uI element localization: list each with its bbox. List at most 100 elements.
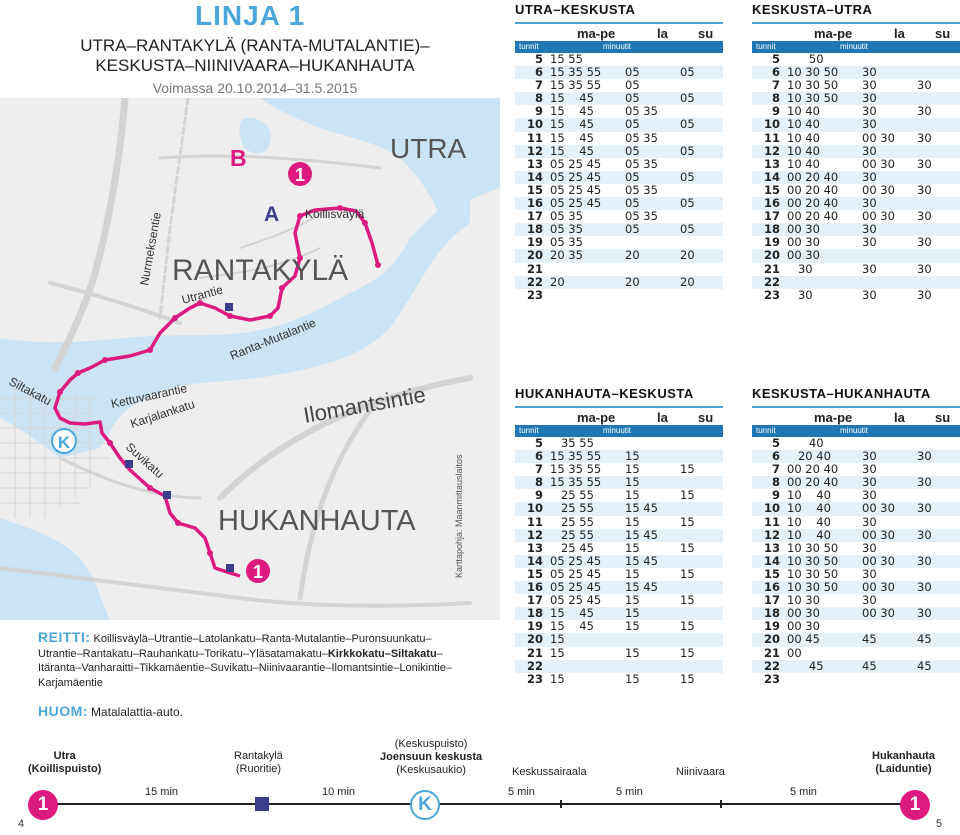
hours-label: tunnit	[519, 426, 539, 435]
saturday-minutes: 05 35	[625, 156, 658, 171]
weekday-minutes: 20 40	[787, 449, 831, 464]
table-row: 9 15 45 05 35	[515, 105, 723, 118]
page-number-left: 4	[18, 818, 25, 830]
hour-cell: 13	[763, 540, 780, 555]
weekday-minutes: 15 55	[550, 52, 583, 66]
table-row: 22	[752, 275, 960, 289]
hour-cell: 12	[526, 143, 543, 158]
hours-label: tunnit	[756, 42, 776, 51]
hour-cell: 16	[763, 580, 780, 595]
marker-1-top-label: 1	[295, 165, 305, 185]
saturday-minutes: 05	[625, 78, 640, 93]
weekday-minutes: 20 35	[550, 248, 583, 263]
saturday-minutes: 15 45	[625, 501, 658, 516]
table-row: 16 05 25 45 05 05	[515, 196, 723, 211]
hour-cell: 23	[526, 287, 543, 302]
sunday-minutes: 30	[917, 606, 932, 621]
weekday-minutes: 10 40	[787, 514, 831, 529]
sunday-minutes: 30	[917, 209, 932, 224]
river-water	[0, 193, 470, 458]
table-row: 20 20 35 20 20	[515, 248, 723, 263]
weekday-minutes: 45	[787, 658, 824, 673]
saturday-minutes: 15	[625, 514, 640, 529]
header: LINJA 1 UTRA–RANTAKYLÄ (RANTA-MUTALANTIE…	[0, 0, 500, 100]
sunday-minutes: 30	[917, 475, 932, 490]
weekday-minutes: 00 20 40	[787, 196, 839, 211]
table-row: 15 05 25 45 15 15	[515, 567, 723, 581]
table-row: 17 10 30 30	[752, 594, 960, 607]
sunday-minutes: 30	[917, 130, 932, 145]
sunday-minutes: 15	[680, 540, 695, 555]
timetable-utra-keskusta: UTRA–KESKUSTA ma-pe la su tunnit minuutit 5 15 …	[515, 2, 723, 302]
area-rantakyla: RANTAKYLÄ	[172, 254, 348, 287]
table-row: 18 00 30 00 30 30	[752, 606, 960, 621]
hour-cell: 11	[763, 130, 780, 145]
weekday-minutes: 10 40	[787, 501, 831, 516]
table-row: 5 15 55	[515, 52, 723, 66]
strip-stop-rantakyla-sub: (Ruoritie)	[235, 763, 282, 775]
map-credit: Karttapohja: Maanmittauslaitos	[454, 454, 464, 578]
weekday-minutes: 50	[787, 52, 824, 66]
day-weekday: ma-pe	[814, 26, 853, 41]
street-koillisvayla: Koillisväylä	[305, 207, 365, 221]
strip-time-1: 15 min	[145, 786, 179, 798]
weekday-minutes: 00	[787, 645, 802, 660]
strip-time-3: 5 min	[508, 786, 535, 798]
table-row: 20 00 45 45 45	[752, 633, 960, 647]
saturday-minutes: 15	[625, 671, 640, 686]
hour-cell: 7	[771, 78, 780, 93]
table-row: 14 05 25 45 15 45	[515, 554, 723, 568]
hour-cell: 15	[763, 566, 780, 581]
route-note: HUOM: Matalalattia-auto.	[38, 703, 468, 719]
weekday-minutes: 00 30	[787, 248, 820, 263]
table-row: 23	[752, 671, 960, 686]
table-row: 12 10 40 30	[752, 144, 960, 158]
route-label: REITTI:	[38, 629, 91, 645]
marker-1-bottom-label: 1	[253, 562, 263, 582]
hour-cell: 20	[526, 632, 543, 647]
saturday-minutes: 05 35	[625, 104, 658, 119]
hour-cell: 8	[771, 475, 780, 490]
weekday-minutes: 15	[550, 645, 565, 660]
hour-cell: 23	[763, 671, 780, 686]
sunday-minutes: 20	[680, 248, 695, 263]
sunday-minutes: 30	[917, 553, 932, 568]
table-row: 13 25 45 15 15	[515, 540, 723, 555]
sunday-minutes: 05	[680, 222, 695, 237]
weekday-minutes: 00 30	[787, 619, 820, 634]
weekday-minutes: 05 35	[550, 209, 583, 224]
strip-stop-rantakyla-name: Rantakylä	[234, 750, 283, 762]
saturday-minutes: 30	[862, 514, 877, 529]
saturday-minutes: 45	[862, 658, 877, 673]
saturday-minutes: 00 30	[862, 130, 895, 145]
saturday-minutes: 05	[625, 196, 640, 211]
table-row: 14 10 30 50 00 30 30	[752, 553, 960, 568]
hour-cell: 18	[526, 222, 543, 237]
hour-cell: 12	[763, 527, 780, 542]
minutes-label: minuutit	[840, 42, 869, 51]
weekday-minutes: 15 35 55	[550, 475, 602, 490]
sunday-minutes: 45	[917, 658, 932, 673]
hour-cell: 11	[526, 130, 543, 145]
weekday-minutes: 10 30 50	[787, 65, 839, 80]
weekday-minutes: 15 35 55	[550, 78, 602, 93]
day-saturday: la	[894, 410, 905, 425]
timetable-title: KESKUSTA–HUKANHAUTA	[752, 386, 960, 408]
table-row: 5 35 55	[515, 436, 723, 450]
weekday-minutes: 05 25 45	[550, 169, 602, 184]
table-row: 5 50	[752, 52, 960, 66]
weekday-minutes: 10 30 50	[787, 91, 839, 106]
weekday-minutes: 10 40	[787, 527, 831, 542]
table-row: 9 25 55 15 15	[515, 489, 723, 502]
hour-cell: 23	[763, 287, 780, 302]
hour-cell: 6	[771, 449, 780, 464]
hour-cell: 17	[526, 593, 543, 608]
timetable-title: KESKUSTA–UTRA	[752, 2, 960, 24]
table-row: 21 30 30 30	[752, 262, 960, 276]
timetable-subheader: tunnit minuutit	[515, 41, 723, 53]
sunday-minutes: 15	[680, 619, 695, 634]
hour-cell: 14	[763, 553, 780, 568]
strip-time-5: 5 min	[790, 786, 817, 798]
saturday-minutes: 20	[625, 274, 640, 289]
saturday-minutes: 15 45	[625, 580, 658, 595]
